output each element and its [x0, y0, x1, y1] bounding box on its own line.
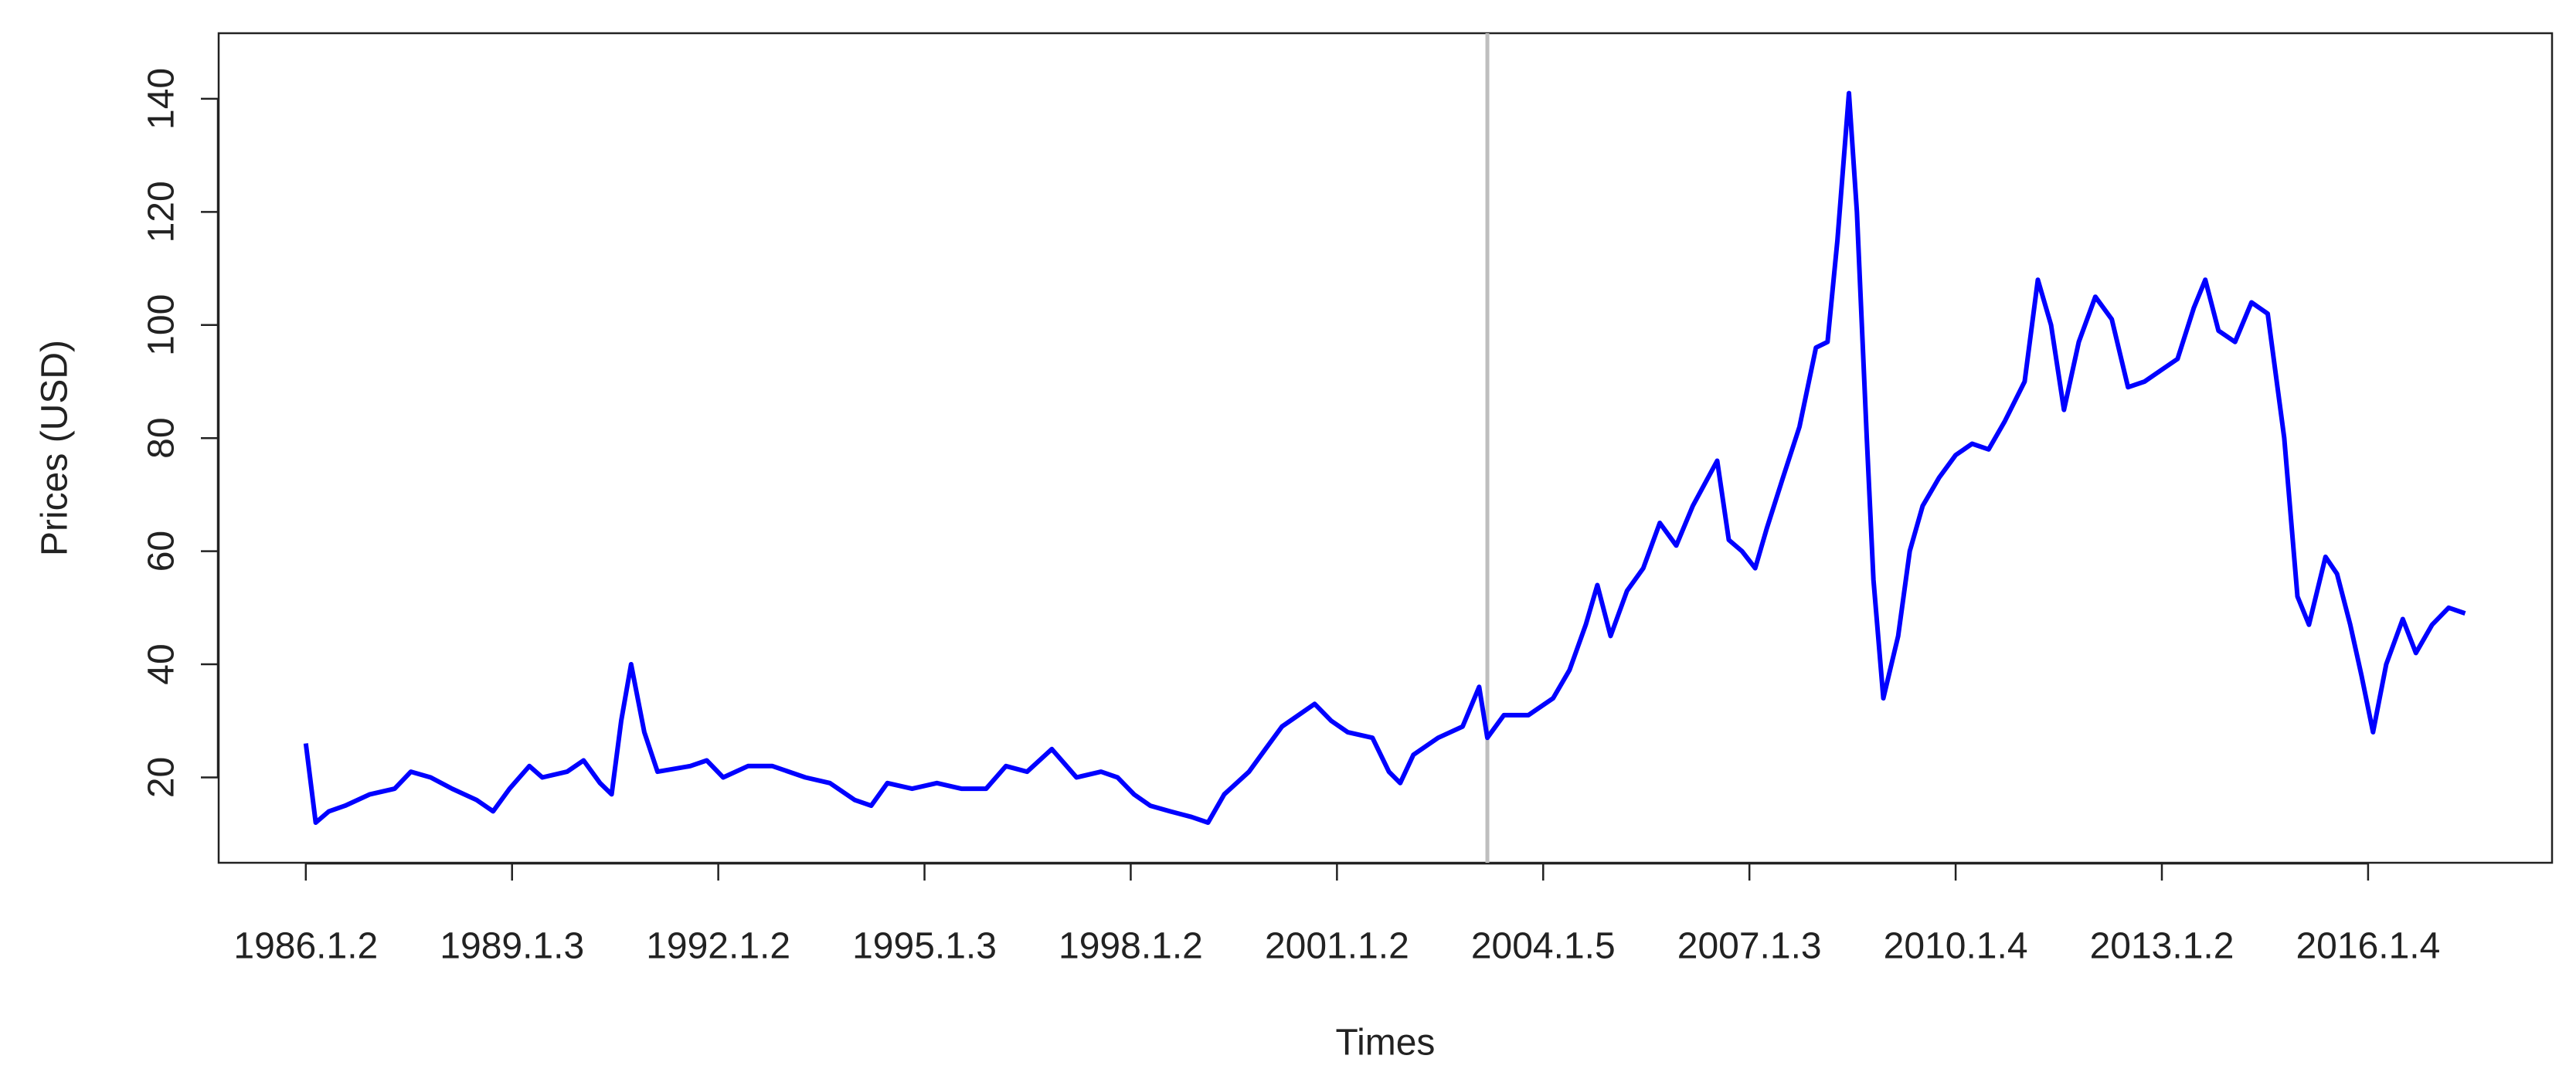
y-tick-label: 120 — [141, 181, 182, 243]
y-tick-label: 40 — [141, 643, 182, 684]
price-line — [303, 90, 2466, 825]
x-tick-label: 2010.1.4 — [1884, 926, 2028, 967]
x-tick-label: 1986.1.2 — [233, 926, 378, 967]
x-tick-label: 2016.1.4 — [2296, 926, 2440, 967]
x-tick-label: 2004.1.5 — [1471, 926, 1616, 967]
y-tick-label: 140 — [141, 68, 182, 130]
y-tick-label: 100 — [141, 294, 182, 356]
x-axis-label: Times — [1336, 1023, 1436, 1064]
y-axis-label: Prices (USD) — [35, 340, 76, 556]
x-tick-label: 1992.1.2 — [646, 926, 790, 967]
x-tick-label: 2007.1.3 — [1677, 926, 1822, 967]
y-tick-label: 20 — [141, 757, 182, 798]
y-tick-label: 60 — [141, 531, 182, 572]
x-tick-label: 1998.1.2 — [1059, 926, 1203, 967]
y-tick-label: 80 — [141, 417, 182, 458]
x-tick-label: 2013.1.2 — [2090, 926, 2234, 967]
x-tick-label: 2001.1.2 — [1265, 926, 1409, 967]
x-tick-label: 1995.1.3 — [852, 926, 997, 967]
plot-frame — [217, 32, 2554, 864]
x-tick-label: 1989.1.3 — [440, 926, 584, 967]
